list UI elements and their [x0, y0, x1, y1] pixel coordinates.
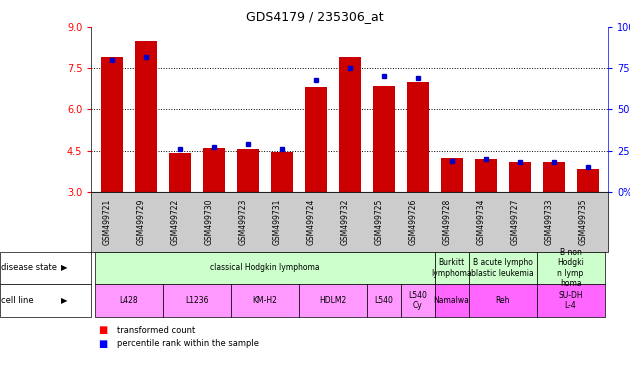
Text: GSM499724: GSM499724: [307, 199, 316, 245]
Bar: [576, 169, 598, 192]
Text: HDLM2: HDLM2: [319, 296, 347, 305]
Bar: [305, 88, 327, 192]
Text: Burkitt
lymphoma: Burkitt lymphoma: [432, 258, 472, 278]
Text: B non
Hodgki
n lymp
homa: B non Hodgki n lymp homa: [557, 248, 584, 288]
Text: GSM499730: GSM499730: [205, 199, 214, 245]
Text: GSM499721: GSM499721: [103, 199, 112, 245]
Text: ▶: ▶: [61, 296, 67, 305]
Bar: [542, 162, 564, 192]
Text: GDS4179 / 235306_at: GDS4179 / 235306_at: [246, 10, 384, 23]
Text: percentile rank within the sample: percentile rank within the sample: [117, 339, 258, 348]
Bar: [169, 154, 191, 192]
Text: GSM499734: GSM499734: [477, 199, 486, 245]
Text: Reh: Reh: [495, 296, 510, 305]
Bar: [271, 152, 293, 192]
Text: SU-DH
L-4: SU-DH L-4: [558, 291, 583, 310]
Bar: [237, 149, 259, 192]
Text: Namalwa: Namalwa: [433, 296, 469, 305]
Text: ■: ■: [98, 325, 107, 335]
Bar: [135, 41, 157, 192]
Text: GSM499735: GSM499735: [578, 199, 588, 245]
Bar: [406, 82, 428, 192]
Text: GSM499725: GSM499725: [375, 199, 384, 245]
Text: L540
Cy: L540 Cy: [408, 291, 427, 310]
Text: GSM499726: GSM499726: [409, 199, 418, 245]
Text: GSM499727: GSM499727: [510, 199, 520, 245]
Text: L1236: L1236: [185, 296, 209, 305]
Bar: [474, 159, 496, 192]
Text: KM-H2: KM-H2: [252, 296, 277, 305]
Text: GSM499723: GSM499723: [239, 199, 248, 245]
Text: transformed count: transformed count: [117, 326, 195, 335]
Text: ▶: ▶: [61, 263, 67, 272]
Text: disease state: disease state: [1, 263, 57, 272]
Text: GSM499729: GSM499729: [137, 199, 146, 245]
Text: GSM499731: GSM499731: [273, 199, 282, 245]
Text: L540: L540: [374, 296, 393, 305]
Text: cell line: cell line: [1, 296, 34, 305]
Text: B acute lympho
blastic leukemia: B acute lympho blastic leukemia: [471, 258, 534, 278]
Bar: [101, 57, 123, 192]
Text: L428: L428: [120, 296, 138, 305]
Text: GSM499722: GSM499722: [171, 199, 180, 245]
Text: classical Hodgkin lymphoma: classical Hodgkin lymphoma: [210, 263, 319, 272]
Text: GSM499728: GSM499728: [443, 199, 452, 245]
Text: ■: ■: [98, 339, 107, 349]
Bar: [508, 162, 530, 192]
Bar: [338, 57, 361, 192]
Text: GSM499733: GSM499733: [544, 199, 554, 245]
Bar: [440, 157, 462, 192]
Text: GSM499732: GSM499732: [341, 199, 350, 245]
Bar: [203, 148, 225, 192]
Bar: [372, 86, 394, 192]
